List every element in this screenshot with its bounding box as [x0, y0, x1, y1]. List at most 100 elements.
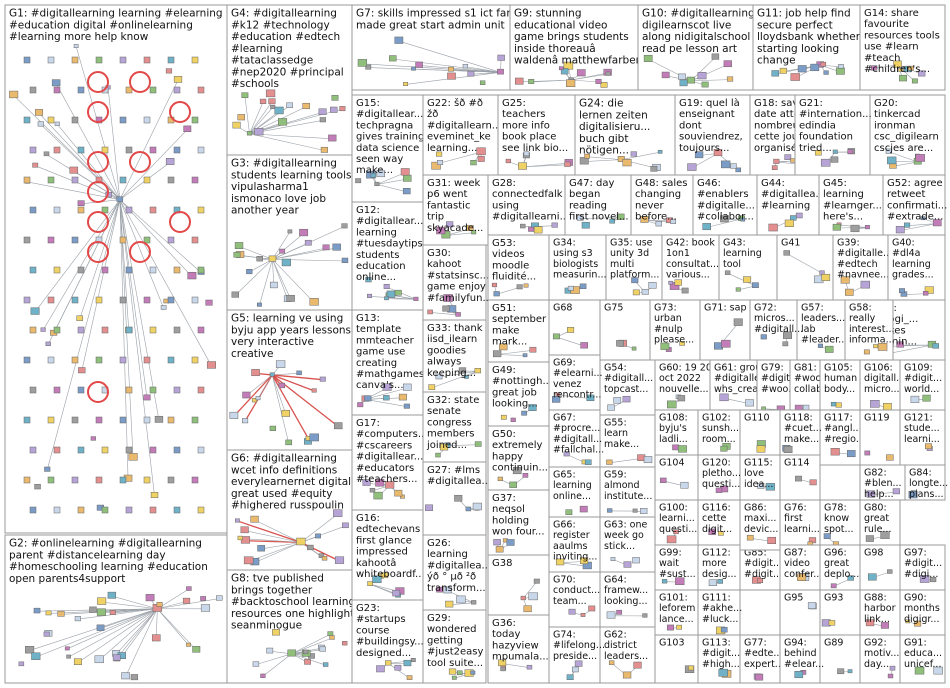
group-label-line: motiv... [864, 648, 899, 659]
group-label-line: G89 [824, 638, 843, 649]
graph-node [708, 579, 717, 586]
group-label: G121: stude... learni... [904, 413, 940, 445]
group-label-line: G51: [492, 303, 516, 314]
graph-node [442, 305, 450, 312]
group-label-line: lab [801, 324, 816, 335]
group-cell-g93: G93 [819, 589, 861, 636]
group-label-line: #luck... [702, 614, 738, 625]
graph-node [819, 270, 825, 275]
graph-node [771, 165, 778, 170]
graph-edge [246, 374, 273, 397]
group-nodes [435, 441, 482, 458]
graph-node [607, 508, 613, 513]
graph-edge [365, 387, 408, 400]
graph-node [528, 79, 535, 84]
group-border [739, 454, 781, 501]
group-label-line: G77: [744, 638, 767, 649]
graph-edge [244, 530, 301, 543]
group-label-line: #angl... [824, 423, 862, 434]
group-label-line: looking... [492, 399, 538, 410]
graph-node [57, 610, 65, 617]
group-label-line: before... [635, 212, 677, 223]
group-cell-g11: G11: job help find secure perfect lloydsba… [752, 4, 861, 91]
group-cell-g40: G40: #dl4a learning grades... [887, 234, 946, 301]
group-label-line: G91: [904, 638, 927, 649]
graph-node [254, 128, 264, 136]
group-label-line: learning [823, 189, 864, 200]
graph-node [448, 66, 454, 72]
group-label: G55: learn make... [604, 418, 639, 450]
graph-node [500, 666, 506, 672]
group-cell-g78: G78: know spot... [819, 499, 861, 551]
graph-node [197, 146, 205, 154]
graph-node [719, 393, 729, 402]
group-label: G19: quel là enseignant dont souviendrez, to… [679, 97, 743, 154]
group-nodes [427, 294, 461, 317]
group-label: G52: agree retweet confirmati... #extrade..… [887, 178, 947, 223]
group-label: G41 [781, 238, 800, 249]
graph-edge [257, 374, 273, 399]
graph-edge [115, 608, 158, 655]
group-label-line: learning [723, 248, 762, 259]
group-label-line: G90: [904, 593, 927, 604]
graph-node [125, 86, 133, 94]
group-cell-g25: G25: teachers more info book place see link … [497, 94, 576, 176]
group-label: G36: today hazyview mpumala... [492, 618, 549, 663]
group-cell-g110: G110 [739, 409, 781, 461]
group-nodes [768, 212, 803, 232]
graph-node [606, 459, 613, 465]
graph-node [167, 176, 175, 184]
group-edges [497, 350, 533, 356]
group-nodes [708, 528, 724, 536]
group-label-line: neqsol [492, 504, 525, 515]
graph-node [23, 356, 31, 364]
group-label-line: G76: [784, 503, 807, 514]
group-label: G47: day began reading first novel... [569, 178, 629, 223]
graph-node [493, 539, 501, 546]
group-border [422, 174, 489, 246]
group-label-line: cscjes are... [874, 143, 933, 154]
group-label-line: biologists [553, 259, 598, 270]
group-label-line: videos [492, 249, 525, 260]
graph-node [918, 70, 926, 77]
graph-node [518, 162, 527, 170]
group-label-line: vipulasharma1 [231, 181, 309, 193]
group-cell-g85: G85: #digit... #digit... [739, 544, 782, 591]
graph-node [268, 98, 276, 105]
group-nodes [607, 395, 631, 411]
group-cell-g60: G60: 19 20 oct 2022 nouvelle... [654, 359, 712, 416]
group-cell-g88: G88: harbor link... [859, 589, 901, 636]
graph-node [595, 78, 602, 84]
group-label: G80: great rule... [864, 503, 891, 535]
group-nodes [830, 575, 854, 589]
group-cell-g97: G97: #digit... #digi... [899, 544, 946, 591]
graph-node [609, 218, 616, 224]
group-label-line: questi... [702, 479, 740, 490]
group-label: G116: cette digit... [702, 503, 732, 535]
group-label-line: inside thoreauâ [514, 43, 596, 55]
group-label-line: deplo... [824, 569, 859, 580]
graph-node [500, 414, 507, 420]
group-cell-g72: G72: micros... #digitall... [749, 299, 803, 361]
group-label-line: see link bio... [502, 143, 568, 154]
group-label-line: learni... [904, 434, 940, 445]
graph-node [465, 506, 472, 512]
group-label-line: G97: [904, 548, 927, 559]
group-cell-g6: G6: #digitallearning wcet info definition… [226, 449, 353, 571]
graph-node [410, 658, 416, 663]
group-label-line: lloydsbank whether [757, 31, 861, 43]
group-label-line: learning [356, 227, 397, 238]
graph-node [887, 673, 894, 679]
graph-node [579, 505, 588, 513]
graph-edge [300, 513, 338, 543]
graph-node [78, 367, 86, 374]
graph-node [523, 283, 529, 288]
group-label-line: #procre... [553, 423, 600, 434]
group-label-line: #akhe... [702, 603, 742, 614]
group-label-line: extremely [492, 440, 543, 451]
graph-node [668, 280, 673, 285]
graph-node [315, 533, 321, 539]
graph-node [128, 453, 138, 461]
group-label-line: educa... [904, 648, 942, 659]
graph-node [915, 154, 925, 162]
